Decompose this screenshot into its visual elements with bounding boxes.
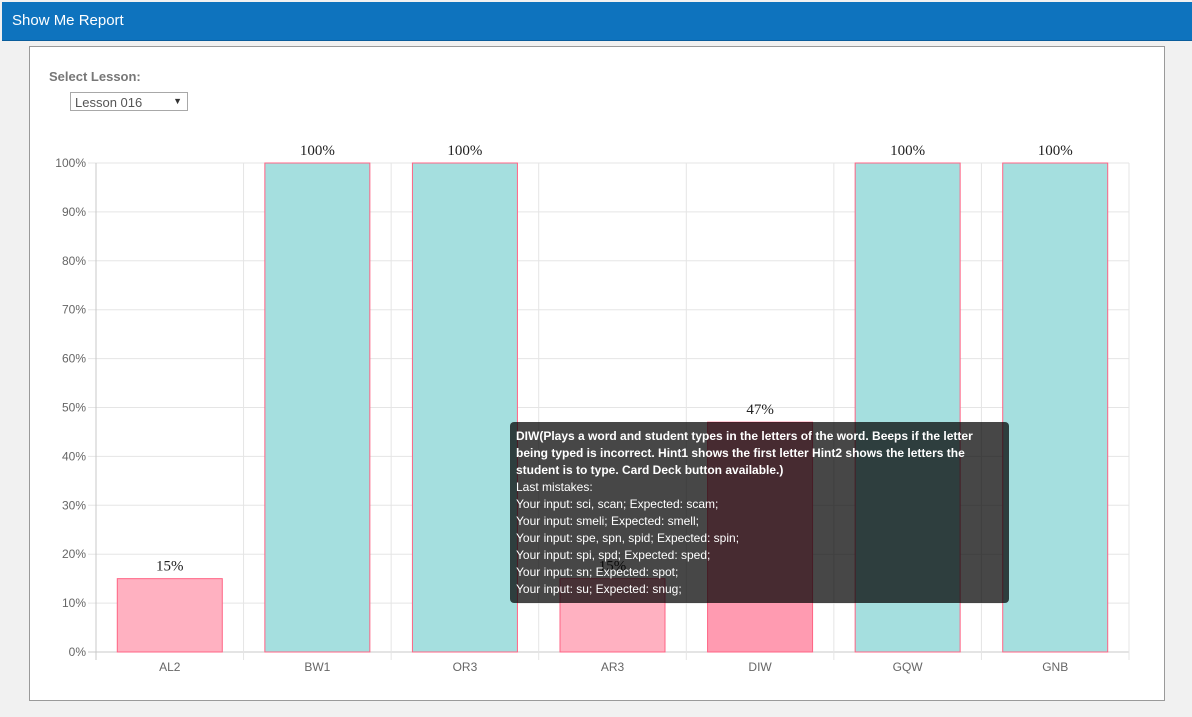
y-tick-label: 30%	[62, 498, 86, 512]
report-header: Show Me Report	[2, 2, 1192, 41]
tooltip-mistake-line: Your input: spi, spd; Expected: sped;	[516, 548, 711, 562]
select-lesson-label: Select Lesson:	[49, 69, 141, 84]
tooltip-mistake-line: Your input: su; Expected: snug;	[516, 582, 682, 596]
lesson-dropdown-value: Lesson 016	[75, 95, 143, 110]
report-title: Show Me Report	[12, 12, 124, 29]
tooltip-mistake-line: Your input: sn; Expected: spot;	[516, 565, 679, 579]
chevron-down-icon: ▼	[173, 96, 182, 106]
bar-value-label: 100%	[300, 143, 335, 159]
bar-value-label: 100%	[1038, 143, 1073, 159]
tooltip-title: DIW(Plays a word and student types in th…	[516, 429, 973, 477]
y-tick-label: 40%	[62, 449, 86, 463]
bar-value-label: 100%	[447, 143, 482, 159]
x-tick-label: AR3	[601, 660, 625, 674]
y-tick-label: 0%	[69, 645, 87, 659]
bar-gnb	[1002, 162, 1109, 653]
x-tick-label: GQW	[893, 660, 924, 674]
x-tick-label: OR3	[453, 660, 478, 674]
tooltip-heading: Last mistakes:	[516, 480, 593, 494]
bar-bw1	[264, 162, 371, 653]
y-tick-label: 80%	[62, 254, 86, 268]
x-tick-label: BW1	[304, 660, 330, 674]
x-tick-label: AL2	[159, 660, 181, 674]
y-tick-label: 100%	[55, 156, 86, 170]
tooltip-lines: Last mistakes: Your input: sci, scan; Exp…	[516, 479, 1003, 598]
bar-value-label: 15%	[156, 559, 184, 575]
tooltip-mistake-line: Your input: smeli; Expected: smell;	[516, 514, 699, 528]
x-tick-label: GNB	[1042, 660, 1068, 674]
y-tick-label: 60%	[62, 352, 86, 366]
y-tick-label: 10%	[62, 596, 86, 610]
y-tick-label: 20%	[62, 547, 86, 561]
y-tick-label: 90%	[62, 205, 86, 219]
tooltip-mistake-line: Your input: spe, spn, spid; Expected: sp…	[516, 531, 740, 545]
x-tick-label: DIW	[748, 660, 772, 674]
bar-value-label: 100%	[890, 143, 925, 159]
y-tick-label: 70%	[62, 303, 86, 317]
bar-value-label: 47%	[746, 402, 774, 418]
bar-al2	[116, 578, 223, 653]
chart-tooltip: DIW(Plays a word and student types in th…	[510, 422, 1009, 603]
lesson-dropdown[interactable]: Lesson 016 ▼	[70, 92, 188, 111]
tooltip-mistake-line: Your input: sci, scan; Expected: scam;	[516, 497, 719, 511]
y-tick-label: 50%	[62, 401, 86, 415]
bar-or3	[411, 162, 518, 653]
